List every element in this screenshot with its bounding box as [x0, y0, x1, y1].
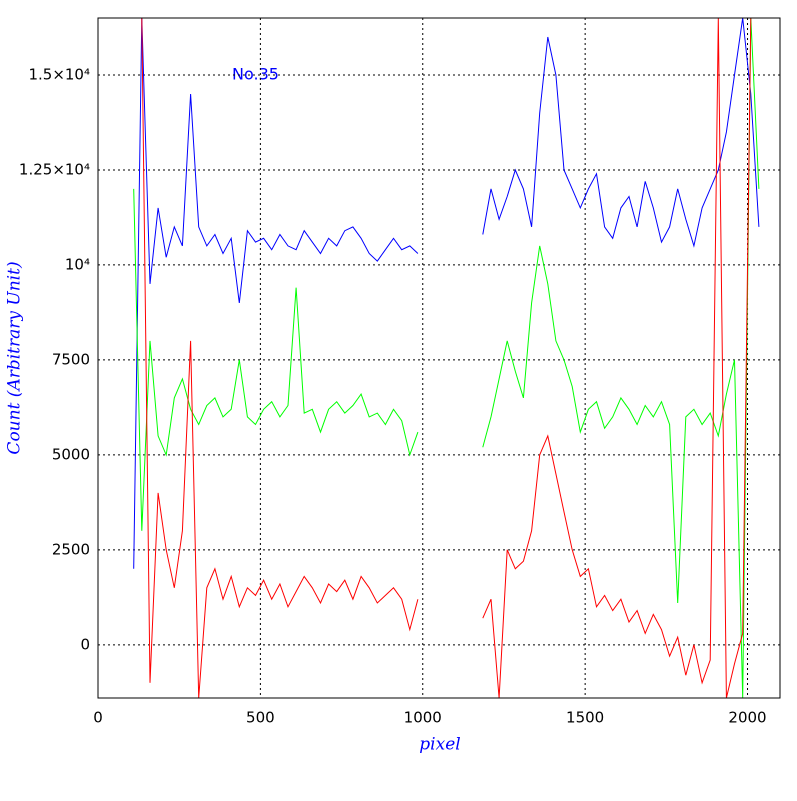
x-tick-label: 1500 [566, 709, 604, 727]
y-tick-label: 2500 [52, 540, 90, 558]
series-line [133, 18, 760, 569]
x-tick-label: 2000 [728, 709, 766, 727]
x-tick-label: 1000 [404, 709, 442, 727]
x-axis-label: pixel [419, 735, 460, 755]
series-line [141, 18, 752, 698]
plot-frame [97, 17, 781, 699]
y-tick-label: 1.25×10⁴ [19, 160, 90, 178]
x-tick-label: 0 [93, 709, 103, 727]
x-tick-label: 500 [246, 709, 275, 727]
y-tick-label: 10⁴ [65, 255, 90, 273]
y-axis-label: Count (Arbitrary Unit) [5, 261, 25, 454]
y-tick-label: 7500 [52, 350, 90, 368]
plot-area [133, 18, 760, 698]
y-tick-label: 1.5×10⁴ [28, 65, 90, 83]
y-tick-label: 0 [80, 635, 90, 653]
y-tick-label: 5000 [52, 445, 90, 463]
annotation: No.35 [232, 65, 279, 84]
